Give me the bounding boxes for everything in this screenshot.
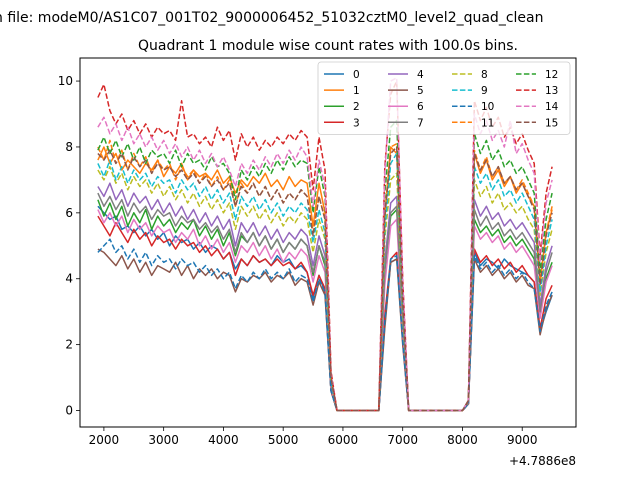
- legend-label-11: 11: [481, 117, 494, 129]
- x-tick-label: 3000: [148, 433, 179, 447]
- y-tick-label: 0: [65, 404, 73, 418]
- x-tick-label: 8000: [447, 433, 478, 447]
- x-tick-label: 2000: [89, 433, 120, 447]
- series-line-10: [97, 238, 553, 412]
- series-line-11: [97, 139, 553, 412]
- x-tick-label: 4000: [208, 433, 239, 447]
- legend-label-0: 0: [353, 69, 360, 81]
- x-tick-label: 5000: [268, 433, 299, 447]
- y-tick-label: 8: [65, 140, 73, 154]
- legend-label-10: 10: [481, 101, 494, 113]
- x-axis-offset-label: +4.7886e8: [509, 454, 576, 468]
- legend-label-2: 2: [353, 101, 360, 113]
- series-line-4: [97, 182, 553, 412]
- series-line-15: [97, 146, 553, 412]
- legend-label-13: 13: [545, 85, 558, 97]
- legend-label-7: 7: [417, 117, 424, 129]
- series-line-13: [97, 80, 553, 412]
- series-line-1: [97, 146, 553, 412]
- x-axis: 2000 3000 4000 5000 6000 7000 8000 9000: [89, 427, 538, 447]
- legend-label-5: 5: [417, 85, 424, 97]
- y-tick-label: 2: [65, 338, 73, 352]
- y-tick-label: 6: [65, 206, 73, 220]
- legend-label-8: 8: [481, 69, 488, 81]
- legend-label-3: 3: [353, 117, 360, 129]
- series-line-9: [97, 152, 553, 412]
- series-line-8: [97, 165, 553, 412]
- legend-label-4: 4: [417, 69, 424, 81]
- series-line-7: [97, 192, 553, 412]
- plot-series: [97, 77, 553, 412]
- y-axis: 0 2 4 6 8 10: [58, 74, 80, 418]
- y-tick-label: 4: [65, 272, 73, 286]
- plot-frame: [79, 57, 577, 428]
- series-line-3: [97, 215, 553, 412]
- legend-label-15: 15: [545, 117, 558, 129]
- y-tick-label: 10: [58, 74, 73, 88]
- legend-label-14: 14: [545, 101, 559, 113]
- chart-title: Quadrant 1 module wise count rates with …: [138, 38, 518, 54]
- x-tick-label: 7000: [387, 433, 418, 447]
- legend-frame: [317, 61, 571, 135]
- figure-suptitle: n file: modeM0/AS1C07_001T02_9000006452_…: [0, 10, 543, 26]
- legend-label-1: 1: [353, 85, 360, 97]
- series-line-12: [97, 119, 553, 412]
- legend-label-12: 12: [545, 69, 558, 81]
- x-tick-label: 9000: [507, 433, 538, 447]
- legend-label-6: 6: [417, 101, 424, 113]
- legend-label-9: 9: [481, 85, 488, 97]
- x-tick-label: 6000: [328, 433, 359, 447]
